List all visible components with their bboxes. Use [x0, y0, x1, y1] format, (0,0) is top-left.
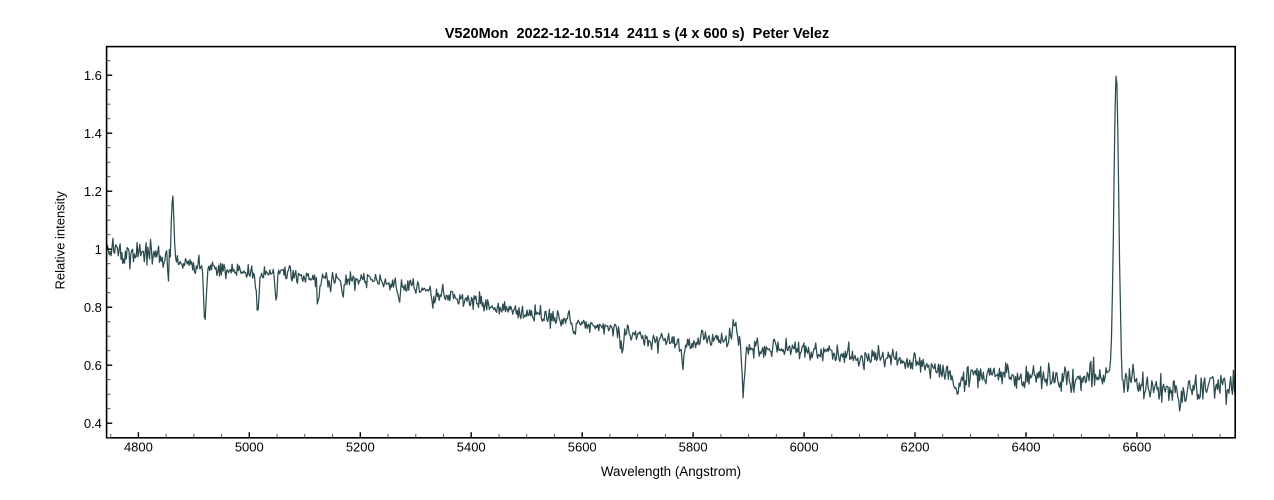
svg-text:4800: 4800	[124, 440, 153, 455]
svg-text:0.8: 0.8	[84, 300, 102, 315]
svg-text:5200: 5200	[346, 440, 375, 455]
svg-text:5000: 5000	[235, 440, 264, 455]
svg-text:6200: 6200	[901, 440, 930, 455]
svg-text:0.6: 0.6	[84, 358, 102, 373]
svg-text:0.4: 0.4	[84, 416, 102, 431]
svg-text:Wavelength (Angstrom): Wavelength (Angstrom)	[601, 464, 741, 479]
svg-text:5400: 5400	[457, 440, 486, 455]
svg-text:1.6: 1.6	[84, 68, 102, 83]
svg-text:1.2: 1.2	[84, 184, 102, 199]
svg-text:1: 1	[95, 242, 102, 257]
svg-text:6600: 6600	[1122, 440, 1151, 455]
svg-text:5800: 5800	[679, 440, 708, 455]
svg-text:6000: 6000	[790, 440, 819, 455]
svg-text:1.4: 1.4	[84, 126, 102, 141]
svg-text:Relative intensity: Relative intensity	[53, 191, 68, 290]
svg-text:5600: 5600	[568, 440, 597, 455]
svg-text:6400: 6400	[1012, 440, 1041, 455]
svg-text:V520Mon 2022-12-10.514 2411: V520Mon 2022-12-10.514 2411 s (4 x 600 s…	[445, 26, 830, 42]
